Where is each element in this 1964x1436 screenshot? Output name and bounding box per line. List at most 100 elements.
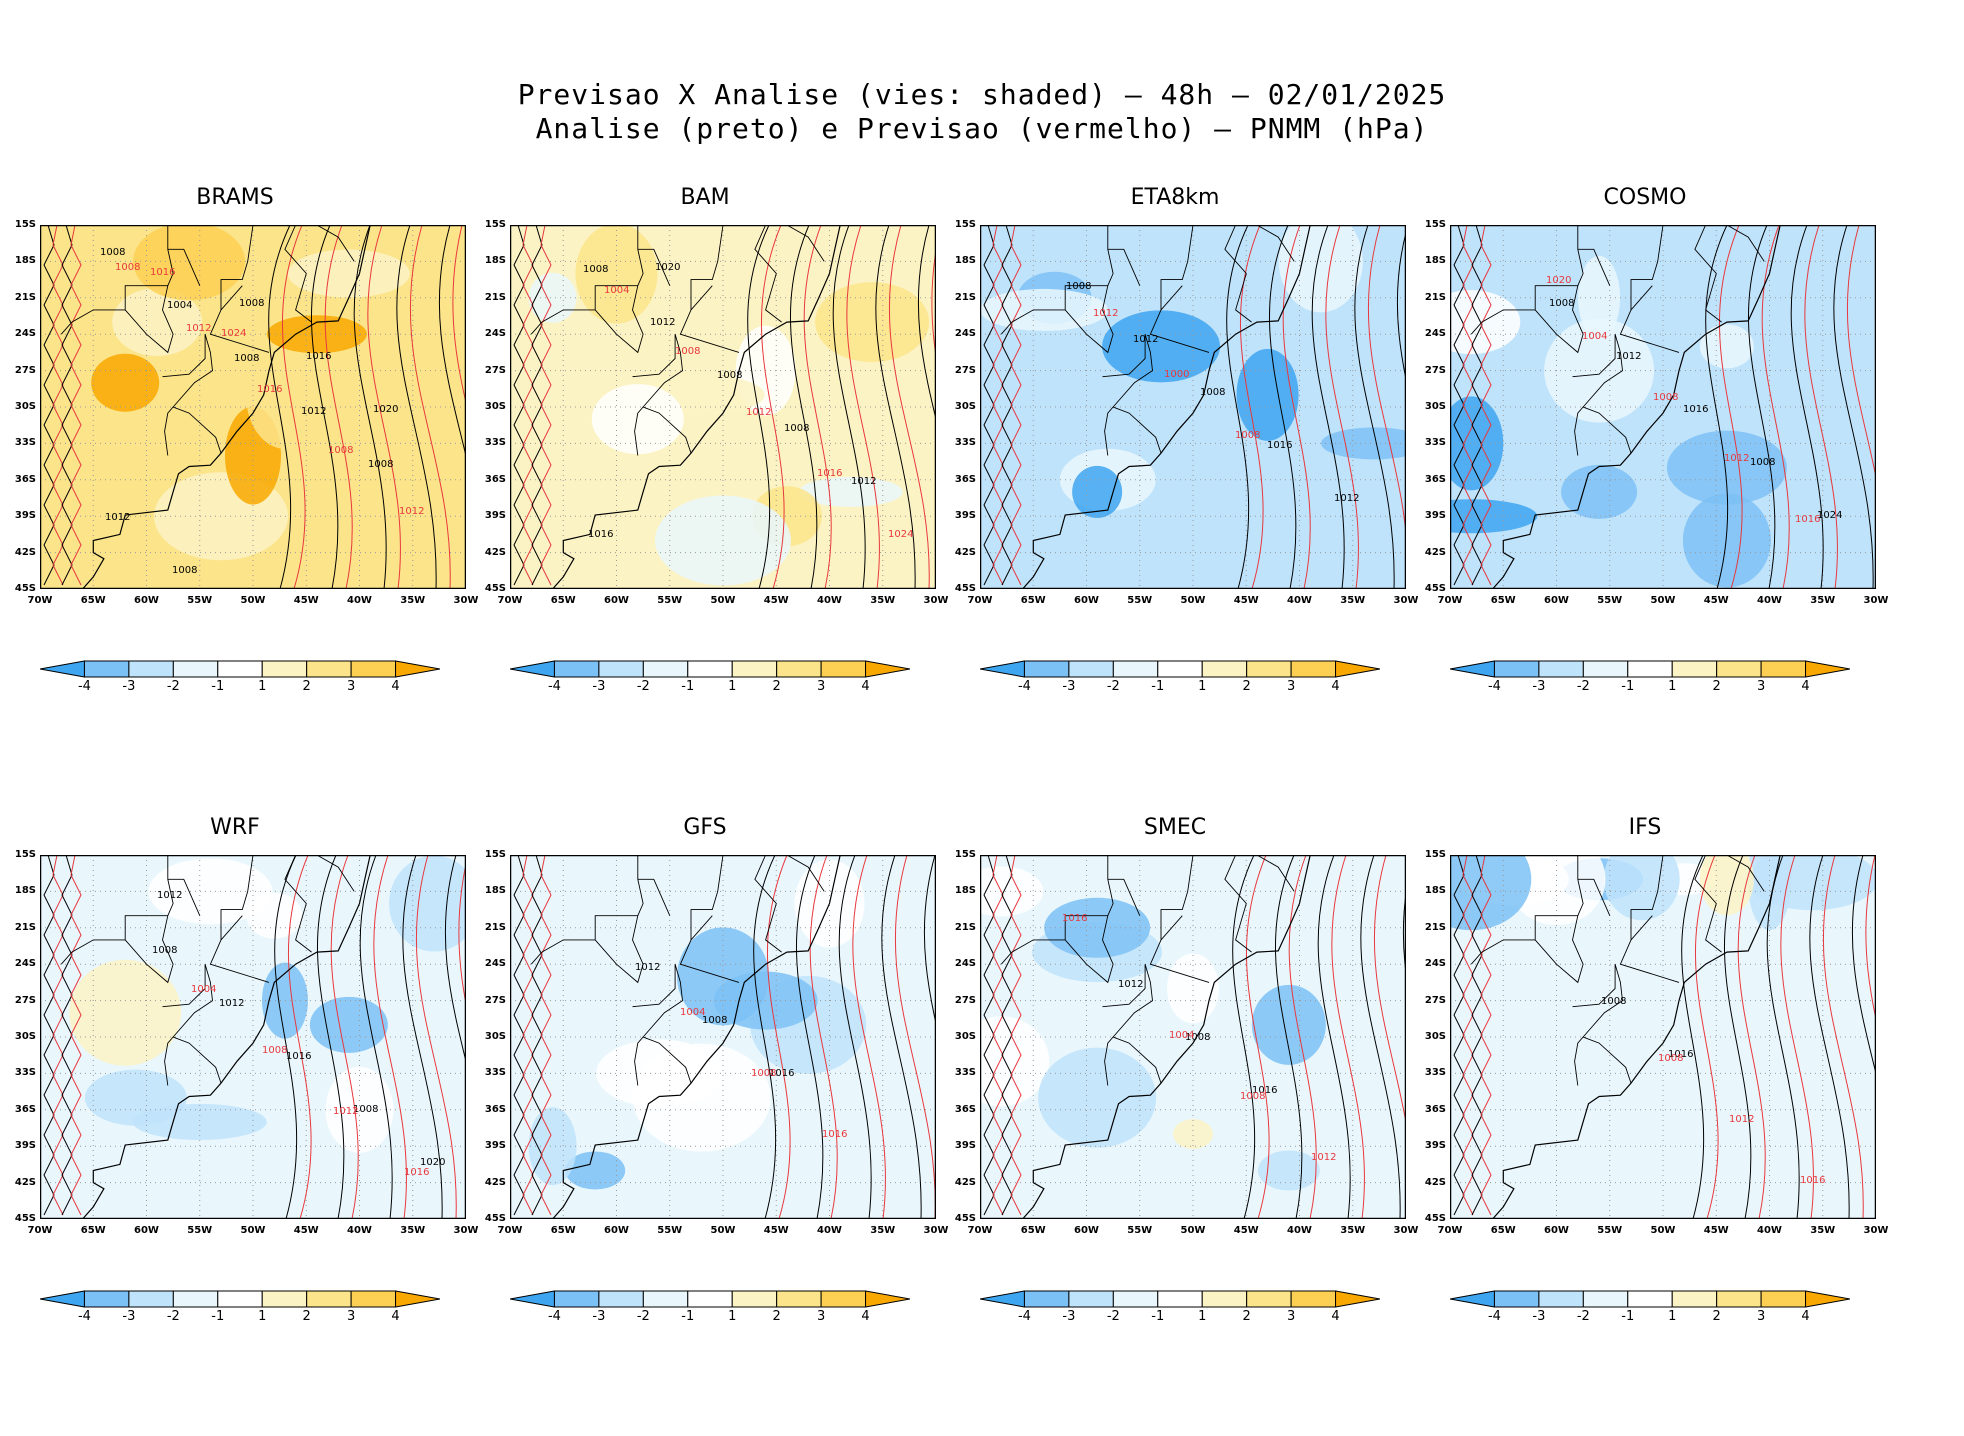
country-border bbox=[634, 1036, 644, 1086]
lon-tick-label: 50W bbox=[1650, 595, 1676, 606]
lat-tick-label: 36S bbox=[954, 1103, 976, 1115]
lat-tick-label: 33S bbox=[484, 437, 506, 449]
colorbar-label: -2 bbox=[1576, 1309, 1590, 1324]
forecast-isobar bbox=[1846, 225, 1876, 480]
lat-tick-label: 27S bbox=[484, 364, 506, 376]
forecast-isobar bbox=[1282, 225, 1311, 589]
colorbar-label: 3 bbox=[1756, 679, 1766, 694]
lat-tick-label: 27S bbox=[1424, 994, 1446, 1006]
colorbar-label: -4 bbox=[547, 1309, 561, 1324]
forecast-isobar-label: 1016 bbox=[1062, 913, 1087, 924]
analysis-isobar bbox=[1317, 855, 1351, 1219]
lon-tick-label: 50W bbox=[240, 1225, 266, 1236]
bias-patch bbox=[1251, 984, 1326, 1065]
country-border bbox=[1534, 225, 1584, 310]
forecast-isobar bbox=[1462, 225, 1474, 586]
country-border bbox=[632, 334, 676, 378]
lat-tick-label: 45S bbox=[484, 1213, 506, 1224]
lon-tick-label: 65W bbox=[1020, 1225, 1046, 1236]
lat-tick-label: 21S bbox=[954, 291, 976, 303]
lat-tick-label: 36S bbox=[484, 473, 506, 485]
analysis-isobar-label: 1012 bbox=[650, 317, 675, 328]
colorbar-segment bbox=[980, 660, 1025, 678]
bias-patch bbox=[245, 340, 324, 449]
country-border bbox=[1470, 309, 1536, 335]
analysis-isobar-label: 1008 bbox=[717, 370, 742, 381]
analysis-isobar-label: 1016 bbox=[306, 351, 331, 362]
bias-patch bbox=[1666, 430, 1787, 505]
forecast-isobar bbox=[992, 855, 1004, 1216]
colorbar-label: 3 bbox=[816, 679, 826, 694]
lat-tick-label: 18S bbox=[14, 885, 36, 897]
colorbar-segment bbox=[1493, 1290, 1540, 1308]
lat-tick-label: 42S bbox=[484, 546, 506, 558]
colorbar-label: -2 bbox=[636, 679, 650, 694]
analysis-isobar bbox=[983, 855, 995, 1216]
bias-patch bbox=[91, 353, 160, 412]
forecast-isobar bbox=[1865, 855, 1876, 1022]
country-border bbox=[162, 334, 206, 378]
forecast-isobar bbox=[1325, 225, 1359, 589]
country-border bbox=[1574, 1036, 1584, 1086]
lat-tick-label: 33S bbox=[954, 437, 976, 449]
forecast-isobar bbox=[761, 225, 785, 589]
forecast-isobar bbox=[888, 225, 930, 589]
colorbar-segment bbox=[1023, 660, 1070, 678]
country-border bbox=[124, 285, 174, 354]
forecast-isobar-label: 1004 bbox=[1169, 1030, 1194, 1041]
forecast-isobar bbox=[70, 225, 82, 586]
forecast-isobar-label: 1008 bbox=[115, 262, 140, 273]
lat-tick-label: 24S bbox=[484, 958, 506, 970]
forecast-isobar-label: 1012 bbox=[1729, 1114, 1754, 1125]
forecast-isobar bbox=[1822, 855, 1864, 1219]
forecast-isobar bbox=[52, 225, 64, 586]
colorbar-label: -4 bbox=[77, 679, 91, 694]
country-border bbox=[1574, 406, 1584, 456]
lat-tick-label: 39S bbox=[1424, 1140, 1446, 1152]
country-border bbox=[634, 406, 644, 456]
analysis-isobar bbox=[1681, 855, 1705, 1219]
analysis-isobar bbox=[43, 855, 55, 1216]
colorbar-label: 3 bbox=[1756, 1309, 1766, 1324]
analysis-isobar-label: 1008 bbox=[100, 247, 125, 258]
country-border bbox=[786, 225, 825, 262]
forecast-isobar bbox=[767, 855, 791, 1219]
lat-tick-label: 33S bbox=[1424, 1067, 1446, 1079]
country-border bbox=[1064, 285, 1114, 354]
colorbar-label: 3 bbox=[816, 1309, 826, 1324]
country-border bbox=[1160, 855, 1194, 942]
colorbar-label: 4 bbox=[391, 1309, 400, 1324]
lat-tick-label: 21S bbox=[954, 921, 976, 933]
analysis-isobar bbox=[1226, 225, 1250, 589]
forecast-isobar bbox=[52, 855, 64, 1216]
country-border bbox=[594, 915, 644, 984]
analysis-isobar bbox=[753, 855, 777, 1219]
colorbar-segment bbox=[217, 1290, 263, 1308]
forecast-isobar bbox=[282, 225, 306, 589]
colorbar-label: -3 bbox=[1062, 1309, 1076, 1324]
forecast-isobar-label: 1016 bbox=[1800, 1175, 1825, 1186]
lon-tick-label: 45W bbox=[1703, 595, 1729, 606]
forecast-isobar bbox=[1010, 855, 1022, 1216]
analysis-isobar-label: 1012 bbox=[1133, 334, 1158, 345]
colorbar-label: -4 bbox=[77, 1309, 91, 1324]
lat-tick-label: 42S bbox=[14, 546, 36, 558]
analysis-isobar bbox=[790, 225, 818, 589]
colorbar-segment bbox=[306, 1290, 352, 1308]
lon-tick-label: 30W bbox=[1863, 1225, 1889, 1236]
bias-patch bbox=[1044, 897, 1151, 958]
forecast-isobar bbox=[522, 225, 534, 586]
colorbar-segment bbox=[598, 660, 644, 678]
bias-patch bbox=[1038, 1047, 1157, 1148]
colorbar-segment bbox=[510, 1290, 555, 1308]
lat-tick-label: 39S bbox=[954, 510, 976, 522]
colorbar-label: 4 bbox=[861, 679, 870, 694]
panel-cosmo: COSMO 15S 18S 21S 24S 27S 30S 33S 36S 39S 42S 45S 70… bbox=[1410, 185, 1889, 705]
forecast-isobar bbox=[415, 855, 457, 1219]
forecast-isobar bbox=[1780, 855, 1814, 1219]
analysis-isobar-label: 1016 bbox=[1267, 440, 1292, 451]
bias-patch bbox=[575, 225, 658, 324]
analysis-isobar bbox=[438, 225, 466, 458]
lon-tick-label: 60W bbox=[134, 595, 159, 606]
